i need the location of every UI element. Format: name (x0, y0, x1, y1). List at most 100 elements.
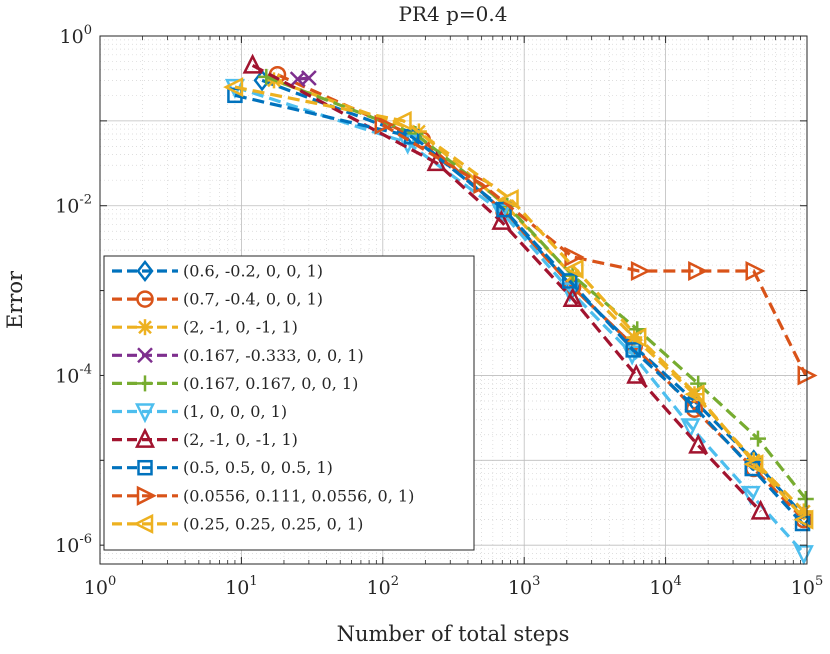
legend-label: (0.7, -0.4, 0, 0, 1) (183, 290, 323, 309)
legend-label: (0.167, 0.167, 0, 0, 1) (183, 374, 358, 393)
x-tick-exponent: 2 (391, 574, 399, 589)
data-point-marker (793, 509, 814, 530)
legend-marker (137, 459, 153, 476)
legend-marker (137, 347, 153, 364)
series-line (381, 123, 808, 377)
x-tick-exponent: 4 (674, 574, 682, 589)
x-tick-label: 100 (84, 574, 116, 599)
legend-entry: (0.25, 0.25, 0.25, 0, 1) (112, 513, 363, 534)
series-layer (223, 53, 818, 566)
legend-marker (133, 513, 154, 534)
y-tick-label: 10-4 (55, 362, 92, 387)
data-point-marker (630, 261, 651, 282)
x-tick-label: 103 (508, 574, 540, 599)
data-point-marker (680, 418, 701, 439)
data-point-marker (797, 491, 814, 508)
data-point-marker (491, 209, 512, 230)
data-point-marker (684, 384, 705, 405)
series-10 (223, 77, 814, 530)
legend-entry: (0.0556, 0.111, 0.0556, 0, 1) (112, 485, 414, 506)
chart-title: PR4 p=0.4 (399, 2, 508, 26)
y-axis-label: Error (3, 270, 27, 329)
series-line (234, 93, 804, 525)
legend-label: (0.167, -0.333, 0, 0, 1) (183, 346, 364, 365)
data-point-marker (498, 188, 519, 210)
y-tick-exponent: 0 (84, 23, 92, 38)
x-tick-base: 10 (367, 577, 391, 599)
legend-box (103, 255, 475, 551)
y-tick-exponent: -2 (79, 193, 92, 208)
legend-marker (136, 259, 154, 283)
x-tick-label: 104 (649, 574, 681, 599)
x-tick-exponent: 0 (108, 574, 116, 589)
legend-entry: (0.7, -0.4, 0, 0, 1) (112, 290, 323, 309)
legend-entry: (0.167, -0.333, 0, 0, 1) (112, 346, 364, 365)
x-tick-base: 10 (791, 577, 815, 599)
legend-label: (0.5, 0.5, 0, 0.5, 1) (183, 458, 333, 477)
y-tick-base: 10 (55, 535, 79, 557)
x-tick-exponent: 3 (532, 574, 540, 589)
data-point-marker (740, 485, 761, 506)
legend-entries: (0.6, -0.2, 0, 0, 1) (0.7, -0.4, 0, 0, 1)… (112, 259, 414, 534)
x-tick-base: 10 (84, 577, 108, 599)
data-point-marker (745, 261, 766, 282)
data-point-marker (743, 454, 764, 475)
legend-marker (137, 319, 153, 336)
data-point-marker (300, 70, 317, 86)
legend-label: (0.6, -0.2, 0, 0, 1) (183, 262, 323, 281)
x-tick-exponent: 5 (815, 574, 823, 589)
legend-entry: (0.167, 0.167, 0, 0, 1) (112, 374, 358, 393)
legend-entry: (2, -1, 0, -1, 1) (112, 427, 298, 449)
data-point-marker (426, 151, 447, 172)
legend-label: (0.25, 0.25, 0.25, 0, 1) (183, 514, 363, 533)
legend-entry: (0.5, 0.5, 0, 0.5, 1) (112, 458, 333, 477)
series-7 (242, 53, 771, 520)
y-tick-exponent: -4 (79, 362, 92, 377)
x-axis-label: Number of total steps (337, 622, 570, 646)
series-line (251, 63, 762, 513)
legend-marker (136, 290, 154, 308)
data-point-marker (684, 397, 701, 413)
data-point-marker (793, 545, 814, 566)
series-line (234, 85, 806, 555)
x-tick-base: 10 (508, 577, 532, 599)
legend-marker (137, 375, 153, 392)
y-tick-base: 10 (55, 196, 79, 218)
legend: (0.6, -0.2, 0, 0, 1) (0.7, -0.4, 0, 0, 1)… (103, 255, 475, 551)
axis-ticks (99, 35, 808, 564)
x-tick-label: 105 (791, 574, 823, 599)
data-point-marker (563, 258, 584, 279)
data-point-marker (625, 342, 641, 358)
y-tick-label: 100 (60, 23, 92, 48)
data-point-marker (626, 363, 647, 384)
legend-label: (2, -1, 0, -1, 1) (183, 318, 298, 337)
y-tick-label: 10-6 (55, 532, 92, 557)
y-tick-base: 10 (55, 365, 79, 387)
data-point-marker (374, 114, 395, 135)
plot-frame (99, 35, 808, 565)
legend-marker (134, 427, 156, 448)
y-tick-base: 10 (60, 26, 84, 48)
data-point-marker (750, 499, 771, 520)
x-tick-label: 101 (225, 574, 257, 599)
data-point-marker (749, 430, 766, 447)
series-4 (289, 70, 317, 88)
y-tick-label: 10-2 (55, 193, 92, 218)
legend-marker (134, 403, 156, 424)
legend-entry: (1, 0, 0, 0, 1) (112, 402, 287, 424)
legend-label: (2, -1, 0, -1, 1) (183, 430, 298, 449)
x-tick-base: 10 (649, 577, 673, 599)
data-point-marker (688, 433, 709, 454)
legend-entry: (0.6, -0.2, 0, 0, 1) (112, 259, 323, 283)
series-line (234, 85, 807, 521)
data-point-marker (562, 287, 583, 308)
data-point-marker (223, 77, 244, 98)
x-tick-label: 102 (367, 574, 399, 599)
data-point-marker (242, 53, 263, 74)
series-line (265, 75, 808, 500)
legend-marker (136, 485, 157, 506)
data-point-marker (626, 327, 647, 348)
data-point-marker (391, 110, 412, 131)
